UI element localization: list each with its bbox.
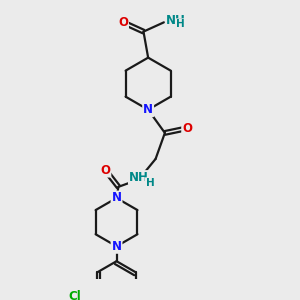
Text: N: N (112, 240, 122, 253)
Text: H: H (146, 178, 154, 188)
Text: H: H (176, 19, 185, 29)
Text: N: N (143, 103, 153, 116)
Text: O: O (118, 16, 128, 29)
Text: O: O (182, 122, 192, 135)
Text: NH: NH (166, 14, 186, 27)
Text: O: O (100, 164, 110, 177)
Text: N: N (112, 191, 122, 205)
Text: NH: NH (129, 171, 149, 184)
Text: Cl: Cl (68, 290, 81, 300)
